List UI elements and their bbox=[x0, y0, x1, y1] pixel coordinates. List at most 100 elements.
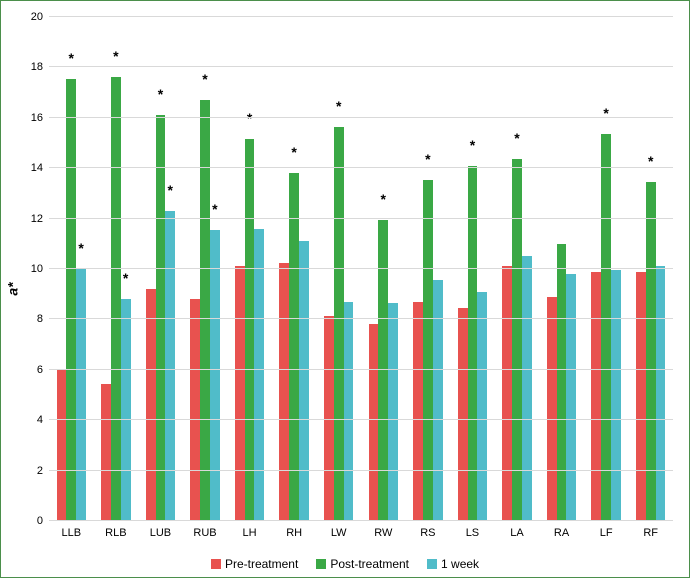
grid-line bbox=[49, 167, 673, 168]
y-tick-label: 6 bbox=[37, 364, 43, 376]
bar bbox=[76, 269, 86, 521]
bar bbox=[547, 297, 557, 521]
significance-star: * bbox=[425, 152, 430, 166]
x-tick-label: LA bbox=[510, 527, 523, 539]
bar bbox=[101, 384, 111, 521]
significance-star: * bbox=[78, 241, 83, 255]
grid-line bbox=[49, 369, 673, 370]
bar bbox=[111, 77, 121, 521]
bar bbox=[388, 303, 398, 521]
x-tick-label: RLB bbox=[105, 527, 126, 539]
bar bbox=[210, 230, 220, 521]
bar bbox=[636, 272, 646, 521]
x-tick-label: LUB bbox=[150, 527, 171, 539]
significance-star: * bbox=[158, 87, 163, 101]
bar bbox=[235, 266, 245, 521]
bar bbox=[378, 220, 388, 521]
x-tick-label: LF bbox=[600, 527, 613, 539]
grid-line bbox=[49, 66, 673, 67]
y-tick-label: 18 bbox=[31, 61, 43, 73]
bar bbox=[477, 292, 487, 521]
legend-item: Post-treatment bbox=[316, 557, 409, 571]
significance-star: * bbox=[514, 131, 519, 145]
x-tick-label: LH bbox=[243, 527, 257, 539]
plot-area: ***************** 02468101214161820LLBRL… bbox=[49, 17, 673, 521]
bar bbox=[279, 263, 289, 521]
significance-star: * bbox=[336, 99, 341, 113]
bar bbox=[165, 211, 175, 521]
x-tick-label: RF bbox=[643, 527, 658, 539]
significance-star: * bbox=[603, 106, 608, 120]
x-tick-label: RW bbox=[374, 527, 392, 539]
chart-frame: a* ***************** 02468101214161820LL… bbox=[0, 0, 690, 578]
significance-star: * bbox=[247, 111, 252, 125]
y-tick-label: 2 bbox=[37, 465, 43, 477]
legend-label: 1 week bbox=[441, 557, 479, 571]
legend-swatch bbox=[427, 559, 437, 569]
significance-star: * bbox=[648, 154, 653, 168]
bar bbox=[601, 134, 611, 521]
legend-item: Pre-treatment bbox=[211, 557, 298, 571]
bar bbox=[245, 139, 255, 521]
legend-item: 1 week bbox=[427, 557, 479, 571]
bar bbox=[200, 100, 210, 521]
bar bbox=[512, 159, 522, 521]
grid-line bbox=[49, 318, 673, 319]
bar bbox=[334, 127, 344, 521]
x-tick-label: LLB bbox=[61, 527, 81, 539]
legend-label: Post-treatment bbox=[330, 557, 409, 571]
x-tick-label: RUB bbox=[193, 527, 216, 539]
grid-line bbox=[49, 419, 673, 420]
bar bbox=[369, 324, 379, 521]
bar bbox=[458, 308, 468, 521]
bar bbox=[413, 302, 423, 521]
grid-line bbox=[49, 520, 673, 521]
bar bbox=[433, 280, 443, 521]
y-tick-label: 10 bbox=[31, 263, 43, 275]
y-tick-label: 14 bbox=[31, 162, 43, 174]
bar bbox=[611, 270, 621, 521]
bar bbox=[344, 302, 354, 521]
bar bbox=[190, 299, 200, 521]
y-tick-label: 16 bbox=[31, 112, 43, 124]
legend-swatch bbox=[316, 559, 326, 569]
bar bbox=[299, 241, 309, 521]
grid-line bbox=[49, 470, 673, 471]
grid-line bbox=[49, 218, 673, 219]
grid-line bbox=[49, 16, 673, 17]
significance-star: * bbox=[202, 72, 207, 86]
y-tick-label: 20 bbox=[31, 11, 43, 23]
bar bbox=[502, 266, 512, 521]
bar bbox=[57, 369, 67, 521]
x-tick-label: LS bbox=[466, 527, 479, 539]
y-tick-label: 8 bbox=[37, 313, 43, 325]
bars-layer: ***************** bbox=[49, 17, 673, 521]
bar bbox=[121, 299, 131, 521]
grid-line bbox=[49, 268, 673, 269]
bar bbox=[66, 79, 76, 521]
x-tick-label: LW bbox=[331, 527, 347, 539]
significance-star: * bbox=[113, 49, 118, 63]
significance-star: * bbox=[167, 183, 172, 197]
x-tick-label: RS bbox=[420, 527, 435, 539]
y-tick-label: 0 bbox=[37, 515, 43, 527]
significance-star: * bbox=[470, 138, 475, 152]
y-axis-label: a* bbox=[4, 282, 20, 295]
legend: Pre-treatment Post-treatment 1 week bbox=[1, 557, 689, 571]
bar bbox=[468, 166, 478, 521]
x-tick-label: RA bbox=[554, 527, 569, 539]
bar bbox=[146, 289, 156, 521]
significance-star: * bbox=[69, 51, 74, 65]
bar bbox=[557, 244, 567, 521]
y-tick-label: 12 bbox=[31, 213, 43, 225]
bar bbox=[522, 256, 532, 521]
significance-star: * bbox=[212, 202, 217, 216]
bar bbox=[591, 272, 601, 521]
legend-swatch bbox=[211, 559, 221, 569]
y-tick-label: 4 bbox=[37, 414, 43, 426]
x-tick-label: RH bbox=[286, 527, 302, 539]
bar bbox=[254, 229, 264, 521]
legend-label: Pre-treatment bbox=[225, 557, 298, 571]
significance-star: * bbox=[123, 271, 128, 285]
significance-star: * bbox=[291, 145, 296, 159]
